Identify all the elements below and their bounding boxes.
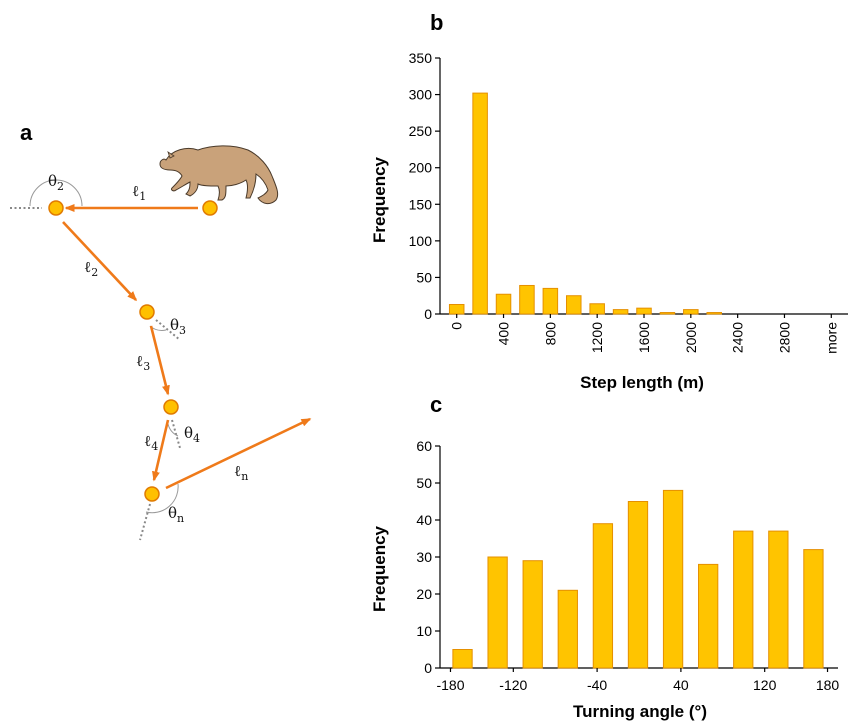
y-tick-label: 50 [416, 475, 432, 491]
panel-label-b: b [430, 10, 443, 35]
x-tick-label: 120 [753, 677, 777, 693]
location-node-4 [164, 400, 178, 414]
x-tick-label: more [823, 322, 839, 354]
angle-label-4: θ4 [184, 424, 200, 445]
x-tick-label: 2400 [730, 322, 746, 353]
bar [593, 524, 612, 668]
step-label-3: ℓ3 [136, 352, 150, 373]
bar [684, 310, 699, 314]
bar [637, 308, 652, 314]
y-tick-label: 10 [416, 623, 432, 639]
bar [473, 93, 488, 314]
x-tick-label: -120 [499, 677, 527, 693]
bar [496, 294, 511, 314]
location-node-n [145, 487, 159, 501]
x-tick-label: -40 [587, 677, 607, 693]
heading-extension-n [140, 504, 150, 540]
step-label-1: ℓ1 [132, 182, 146, 203]
bar [488, 557, 507, 668]
bar [590, 304, 605, 314]
y-tick-label: 60 [416, 438, 432, 454]
x-axis-title-b: Step length (m) [580, 373, 704, 392]
y-tick-label: 200 [409, 160, 433, 176]
y-axis-title-c: Frequency [370, 525, 389, 612]
bar [699, 564, 718, 668]
y-tick-label: 100 [409, 233, 433, 249]
step-arrow-2 [63, 222, 136, 300]
y-tick-label: 20 [416, 586, 432, 602]
y-tick-label: 30 [416, 549, 432, 565]
step-label-2: ℓ2 [84, 258, 98, 279]
bar [804, 550, 823, 668]
bar [558, 590, 577, 668]
bar [453, 650, 472, 669]
location-node-1 [203, 201, 217, 215]
location-node-3 [140, 305, 154, 319]
bar [660, 313, 675, 314]
x-axis-title-c: Turning angle (°) [573, 702, 707, 721]
step-label-4: ℓ4 [144, 432, 158, 453]
bar [769, 531, 788, 668]
bar [543, 288, 558, 314]
x-tick-label: 180 [816, 677, 840, 693]
bar [449, 304, 464, 314]
angle-label-3: θ3 [170, 316, 186, 337]
bar [663, 490, 682, 668]
x-tick-label: 1600 [636, 322, 652, 353]
location-node-2 [49, 201, 63, 215]
y-tick-label: 0 [424, 306, 432, 322]
bar [707, 313, 722, 314]
y-tick-label: 300 [409, 87, 433, 103]
panel-a-diagram: a ℓ1 ℓ2 ℓ3 ℓ4 ℓn θ2 [10, 120, 310, 540]
y-tick-label: 0 [424, 660, 432, 676]
x-tick-label: 2800 [776, 322, 792, 353]
x-tick-label: 0 [449, 322, 465, 330]
panel-label-a: a [20, 120, 33, 145]
angle-label-2: θ2 [48, 172, 64, 193]
angle-label-n: θn [168, 504, 184, 525]
bar [567, 296, 582, 314]
bar [613, 310, 628, 314]
x-tick-label: -180 [436, 677, 464, 693]
cougar-icon [160, 146, 278, 204]
x-tick-label: 1200 [589, 322, 605, 353]
step-length-histogram: b Frequency Step length (m) 0 50 100 150 200… [370, 10, 848, 392]
x-tick-label: 400 [496, 322, 512, 346]
step-arrow-3 [151, 326, 168, 394]
panel-label-c: c [430, 392, 442, 417]
bar [628, 502, 647, 669]
x-tick-label: 2000 [683, 322, 699, 353]
x-tick-label: 800 [542, 322, 558, 346]
y-tick-label: 250 [409, 123, 433, 139]
y-tick-label: 40 [416, 512, 432, 528]
heading-extension-4 [172, 420, 180, 448]
y-tick-label: 350 [409, 50, 433, 66]
y-tick-label: 50 [416, 269, 432, 285]
y-tick-label: 150 [409, 196, 433, 212]
turning-angle-histogram: c Frequency Turning angle (°) 0 10 20 30 40 5… [370, 392, 839, 721]
step-label-n: ℓn [234, 462, 248, 483]
x-tick-label: 40 [673, 677, 689, 693]
bar [734, 531, 753, 668]
y-axis-title-b: Frequency [370, 156, 389, 243]
bar [523, 561, 542, 668]
bar [520, 285, 535, 314]
